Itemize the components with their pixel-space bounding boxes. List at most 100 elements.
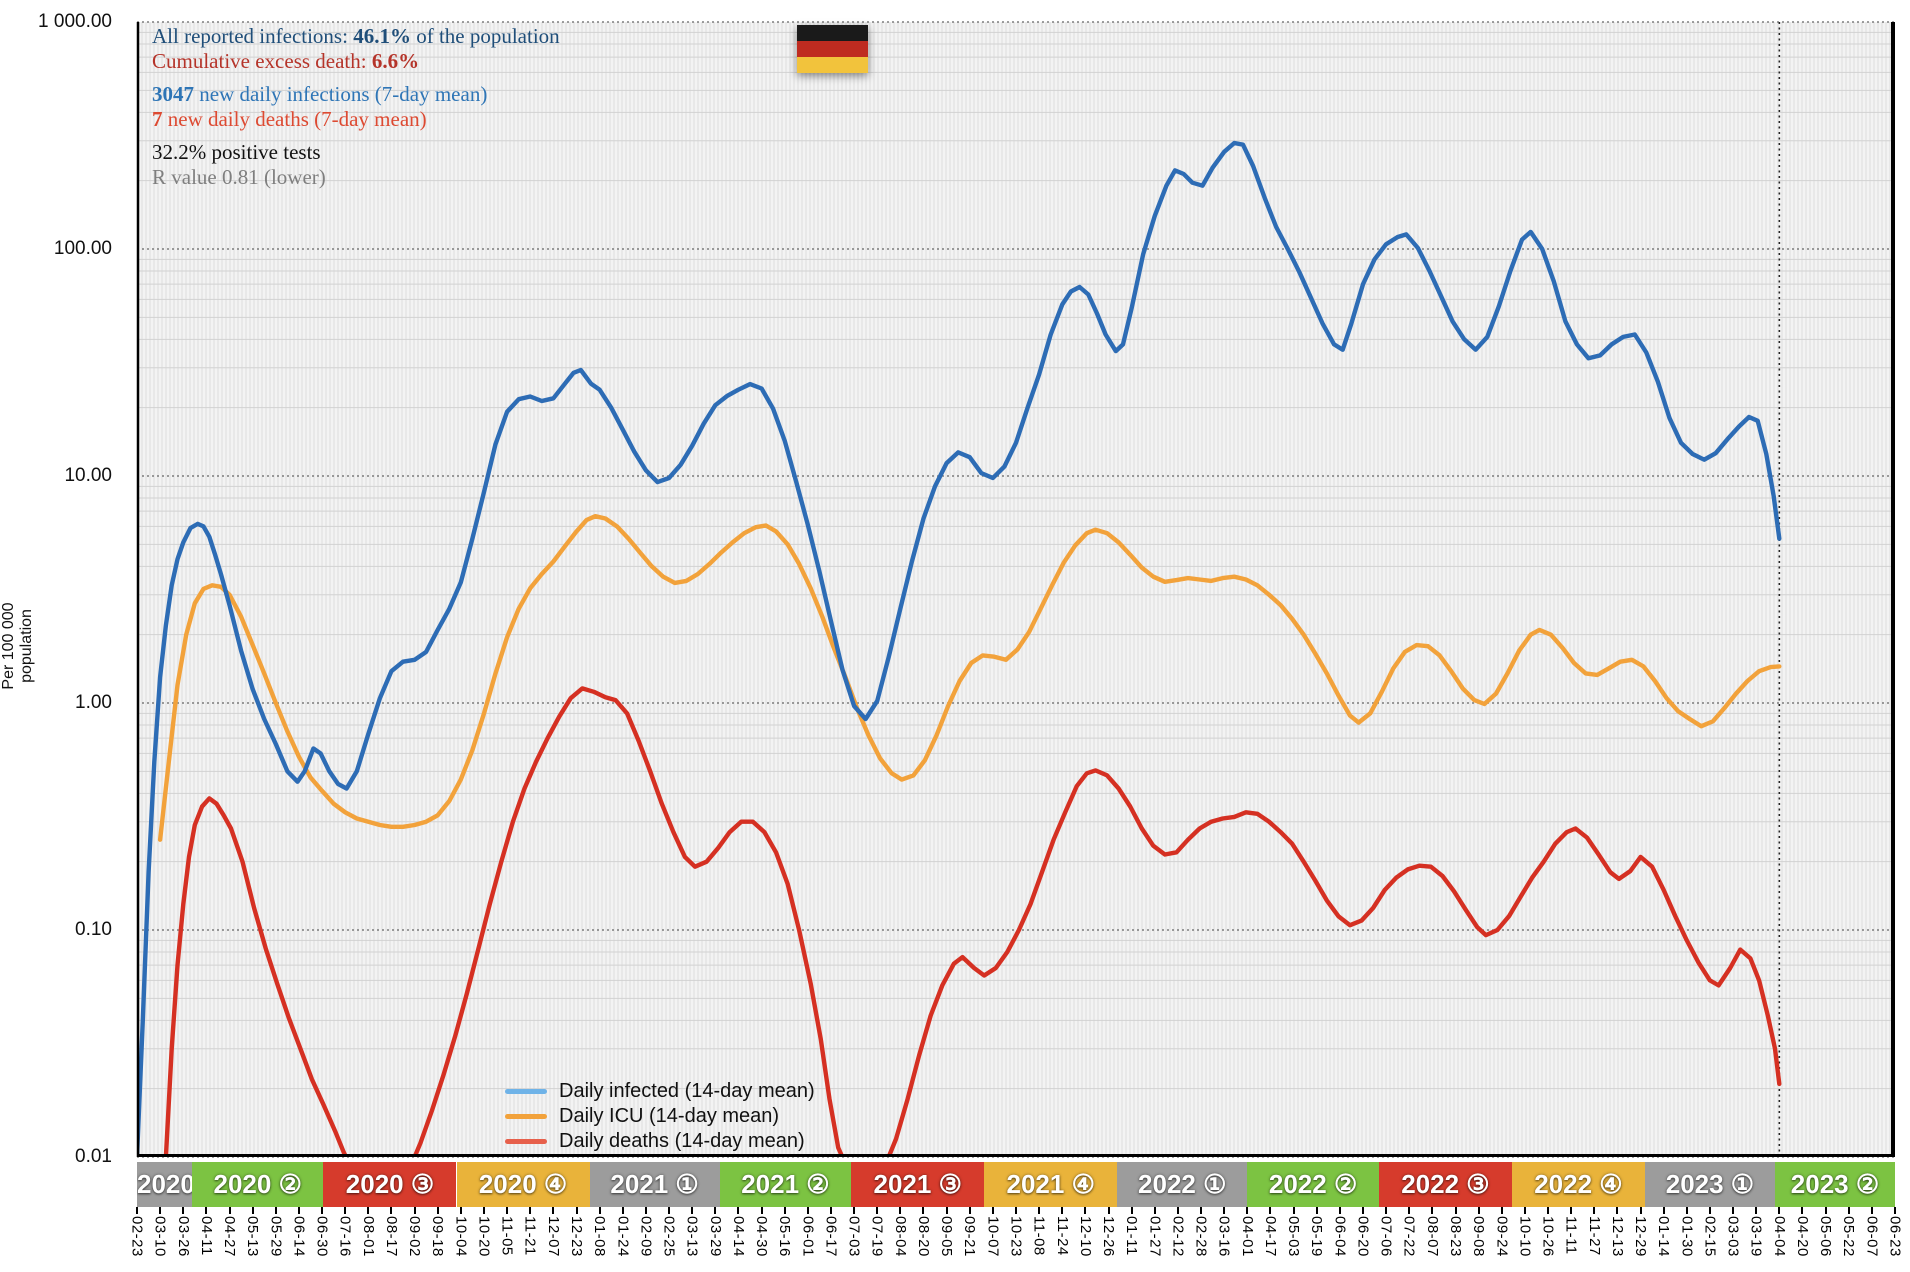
x-tick-label: 03-03 [1724,1216,1742,1257]
x-tick-mark [968,1207,971,1214]
x-tick-label: 01-11 [1123,1216,1141,1256]
germany-flag-icon [797,25,868,73]
legend-label: Daily ICU (14-day mean) [559,1105,780,1127]
series-line-icu [157,514,1782,842]
x-tick-mark [737,1207,740,1214]
legend-swatch [505,1139,547,1144]
legend-swatch [505,1114,547,1119]
x-tick-mark [297,1207,300,1214]
x-tick-mark [529,1207,532,1214]
x-tick-mark [1431,1207,1434,1214]
x-tick-mark [482,1207,485,1214]
x-tick-label: 11-08 [1030,1216,1048,1256]
annotation-text: R value 0.81 (lower) [152,165,326,189]
x-tick-label: 10-20 [475,1216,493,1257]
quarter-band: 2020 ① [137,1162,192,1207]
x-tick-mark [783,1207,786,1214]
x-tick-mark [760,1207,763,1214]
x-tick-mark [1732,1207,1735,1214]
x-tick-label: 04-11 [197,1216,215,1256]
x-tick-label: 09-02 [406,1216,424,1257]
legend-swatch [505,1089,547,1094]
x-tick-mark [344,1207,347,1214]
annotation-text: new daily infections (7-day mean) [194,82,488,106]
x-tick-label: 04-27 [221,1216,239,1257]
x-tick-mark [1130,1207,1133,1214]
annotation-value: 6.6% [371,49,420,73]
x-axis-date-labels: 02-23 03-10 03-26 04-11 04-27 05-13 05-29 06-14… [129,1216,1904,1272]
x-tick-label: 01-24 [614,1216,632,1257]
x-tick-mark [899,1207,902,1214]
annotation-group: 32.2% positive tests R value 0.81 (lower) [152,140,560,190]
x-tick-mark [1015,1207,1017,1214]
x-tick-label: 04-14 [729,1216,747,1257]
x-tick-mark [806,1207,809,1214]
x-tick-mark [991,1207,994,1214]
x-tick-mark [1338,1207,1341,1214]
annotation-line: R value 0.81 (lower) [152,165,560,190]
x-tick-label: 06-17 [822,1216,840,1257]
x-tick-mark [1385,1207,1388,1214]
x-tick-mark [1778,1207,1781,1214]
x-tick-mark [1315,1207,1318,1214]
x-tick-mark [459,1207,462,1214]
y-tick-label: 0.01 [75,1146,112,1167]
x-tick-mark [1153,1207,1156,1214]
x-tick-label: 12-23 [568,1216,585,1257]
x-tick-mark [1547,1207,1550,1214]
x-tick-label: 04-17 [1261,1216,1279,1257]
x-tick-label: 03-29 [706,1216,724,1257]
x-tick-mark [598,1207,601,1214]
x-tick-mark [1639,1207,1642,1214]
chart-legend: Daily infected (14-day mean) Daily ICU (1… [505,1079,815,1154]
quarter-band: 2022 ② [1247,1162,1379,1207]
x-tick-label: 05-03 [1285,1216,1303,1257]
x-tick-mark [136,1207,138,1214]
x-tick-label: 02-15 [1701,1216,1719,1257]
x-tick-label: 08-20 [914,1216,932,1257]
x-tick-mark [1616,1207,1619,1214]
x-tick-label: 07-06 [1377,1216,1395,1257]
quarter-band: 2021 ③ [851,1162,985,1207]
x-tick-label: 01-27 [1146,1216,1164,1257]
x-tick-label: 06-20 [1354,1216,1372,1257]
x-tick-mark [714,1207,717,1214]
annotation-group: 3047 new daily infections (7-day mean) 7 … [152,82,560,132]
x-tick-label: 03-16 [1215,1216,1233,1257]
x-tick-label: 02-09 [637,1216,655,1257]
x-tick-mark [205,1207,208,1214]
x-tick-label: 10-07 [984,1216,1002,1257]
y-tick-label: 0.10 [75,919,112,940]
x-tick-label: 01-08 [591,1216,609,1257]
x-tick-mark [367,1207,370,1214]
annotation-text: new daily deaths (7-day mean) [162,107,427,131]
x-tick-label: 11-05 [498,1216,516,1256]
x-tick-mark [1292,1207,1295,1214]
x-tick-label: 07-22 [1400,1216,1418,1257]
quarter-band: 2021 ② [719,1162,852,1207]
annotation-value: 3047 [152,82,194,106]
x-tick-label: 05-13 [244,1216,262,1257]
quarter-band: 2023 ② [1775,1162,1895,1207]
summary-annotations: All reported infections: 46.1% of the po… [152,24,560,198]
x-tick-label: 04-01 [1238,1216,1256,1257]
x-tick-mark [575,1207,578,1214]
x-tick-mark [876,1207,879,1214]
annotation-line: 32.2% positive tests [152,140,560,165]
x-tick-label: 08-07 [1423,1216,1441,1257]
x-tick-mark [1500,1207,1503,1214]
x-tick-mark [1361,1207,1364,1214]
x-tick-mark [506,1207,509,1214]
x-tick-label: 07-16 [336,1216,354,1257]
x-tick-label: 12-07 [544,1216,562,1257]
legend-label: Daily deaths (14-day mean) [559,1130,805,1152]
x-tick-mark [1061,1207,1064,1214]
x-tick-mark [1593,1207,1596,1214]
x-tick-mark [321,1207,324,1214]
x-axis-ticks [136,1207,1896,1215]
y-tick-label: 1.00 [75,692,112,713]
x-tick-mark [621,1207,624,1214]
x-tick-label: 05-06 [1817,1216,1835,1257]
x-tick-mark [436,1207,439,1214]
